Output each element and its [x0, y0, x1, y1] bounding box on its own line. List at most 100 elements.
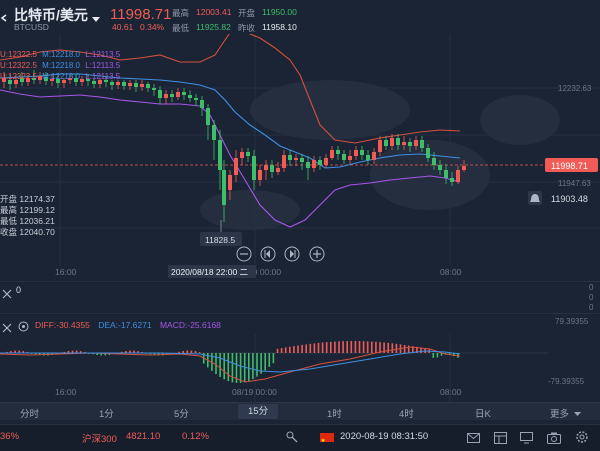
macd-bar	[96, 353, 98, 355]
candle-body	[222, 170, 226, 205]
candle-body	[128, 83, 132, 86]
ohlc-high: 最高 12199.12	[0, 205, 55, 215]
prev-close-label: 昨收	[238, 23, 256, 33]
macd-bar	[71, 350, 74, 353]
more-label: 更多	[550, 409, 570, 420]
macd-bar	[67, 351, 70, 353]
crosshair-date: 2020/08/18 22:00 二	[171, 267, 249, 277]
candle-body	[228, 175, 232, 190]
zoom-in-button[interactable]	[309, 246, 325, 262]
tab-timeframe-1h[interactable]: 1时	[327, 409, 342, 420]
tab-timeframe-more[interactable]: 更多	[550, 406, 581, 420]
macd-bar	[395, 343, 398, 353]
macd-bar	[215, 353, 217, 375]
candle-body	[366, 155, 370, 160]
tab-timeframe-day[interactable]: 日K	[475, 409, 491, 420]
candle-body	[270, 165, 274, 172]
chevron-left-icon[interactable]	[0, 9, 8, 22]
low-value: 11925.82	[196, 22, 231, 32]
boll-upper-line	[0, 34, 461, 144]
macd-bar	[440, 353, 443, 356]
tab-timeframe-fenshi[interactable]: 分时	[20, 409, 40, 420]
tab-timeframe-15m[interactable]: 15分	[238, 404, 279, 419]
tab-timeframe-5m[interactable]: 5分	[174, 409, 189, 420]
tab-timeframe-4h[interactable]: 4时	[399, 409, 414, 420]
candle-body	[378, 140, 382, 152]
macd-time-1: 16:00	[55, 387, 77, 397]
step-forward-button[interactable]	[284, 246, 300, 262]
zoom-out-button[interactable]	[236, 246, 252, 262]
open-value: 11950.00	[262, 7, 297, 17]
macd-bar	[18, 350, 20, 353]
candle-body	[26, 78, 30, 82]
symbol-title[interactable]: 比特币/美元	[14, 7, 88, 23]
boll-upper-value: U:12322.5	[0, 50, 37, 59]
candle-body	[20, 78, 24, 82]
candle-body	[98, 80, 102, 84]
macd-bar	[84, 351, 86, 353]
low-marker-box	[200, 232, 242, 246]
tab-timeframe-1m[interactable]: 1分	[99, 409, 114, 420]
macd-bar	[276, 348, 279, 353]
macd-value: MACD:-25.6168	[159, 320, 221, 330]
candle-body	[336, 150, 340, 154]
candle-body	[330, 150, 334, 158]
candle-body	[170, 94, 174, 97]
candle-body	[420, 140, 424, 148]
candle-body	[32, 78, 36, 80]
boll-lower-value: L:12113.5	[85, 61, 121, 70]
link-icon[interactable]	[285, 430, 299, 444]
mail-icon[interactable]	[467, 431, 480, 443]
macd-bar	[14, 350, 16, 353]
macd-bar	[301, 344, 303, 353]
axis-top-price: 12232.63	[558, 84, 592, 93]
candlestick-chart[interactable]: 12232.63 11998.71 11947.63 11903.48 1182…	[0, 34, 600, 280]
boll-legend: U:12322.5 M:12218.0 L:12113.5 U:12322.5 …	[0, 49, 120, 82]
close-icon[interactable]	[2, 286, 12, 299]
settings-icon[interactable]	[18, 319, 29, 332]
low-marker-text: 11828.5	[205, 235, 235, 245]
macd-bar	[272, 353, 275, 364]
candle-body	[134, 83, 138, 87]
screen-icon[interactable]	[520, 431, 533, 444]
macd-bar	[284, 347, 287, 353]
macd-bar	[321, 342, 324, 353]
status-bar: 36% 沪深300 4821.10 0.12% 2020-08-19 08:31…	[0, 424, 600, 451]
macd-bar	[239, 353, 242, 383]
macd-bar	[182, 350, 184, 353]
macd-bar	[453, 353, 455, 357]
candle-body	[158, 90, 162, 98]
macd-bar	[38, 353, 41, 355]
chevron-down-icon[interactable]	[92, 10, 100, 22]
macd-bar	[129, 350, 131, 353]
layout-icon[interactable]	[494, 431, 507, 444]
candle-body	[450, 178, 454, 182]
candle-body	[402, 142, 406, 145]
index-name[interactable]: 沪深300	[82, 434, 117, 445]
macd-bar	[420, 347, 422, 353]
time-label-2: 19 00:00	[248, 267, 281, 277]
macd-bar	[379, 342, 381, 353]
candle-body	[246, 152, 250, 156]
price-change-pct: 0.34%	[140, 22, 165, 32]
candle-body	[38, 76, 42, 80]
macd-bar	[79, 351, 82, 353]
bell-icon[interactable]	[530, 194, 540, 202]
candle-body	[282, 155, 286, 168]
settings-gear-icon[interactable]	[575, 430, 589, 444]
time-label-3: 08:00	[440, 267, 462, 277]
step-back-button[interactable]	[260, 246, 276, 262]
macd-bar	[178, 351, 180, 353]
candle-body	[80, 79, 84, 82]
boll-lower-value: L:12113.5	[85, 72, 121, 81]
macd-bar	[403, 344, 406, 353]
current-price-tag	[545, 158, 598, 172]
candle-body	[390, 138, 394, 146]
macd-bar	[313, 343, 316, 353]
alert-price[interactable]: 11903.48	[551, 194, 588, 204]
camera-icon[interactable]	[547, 431, 561, 444]
candle-body	[252, 156, 256, 180]
sub-axis-top: 0	[589, 283, 594, 292]
macd-bar	[104, 353, 107, 356]
close-icon[interactable]	[2, 320, 12, 333]
